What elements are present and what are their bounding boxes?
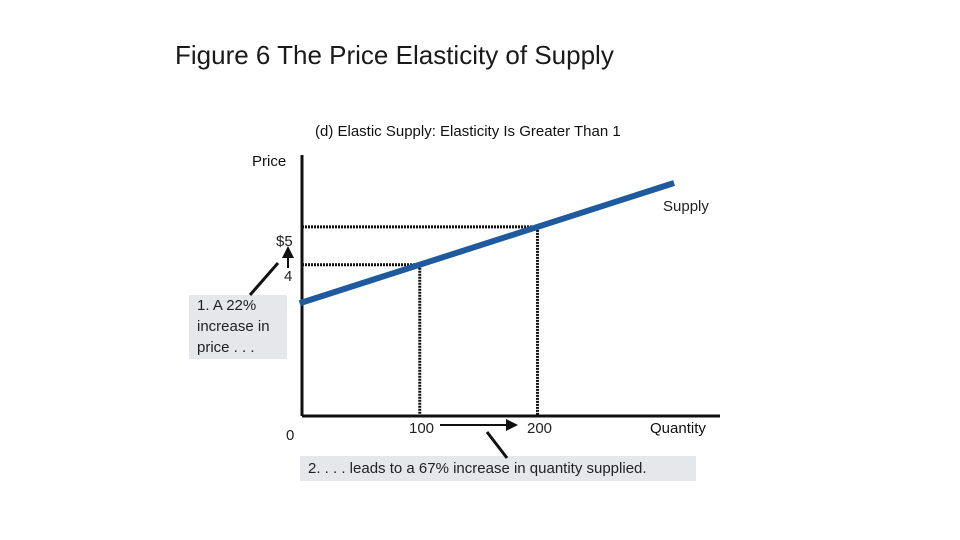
x-tick-label-200: 200 [527,420,553,437]
series-label-supply: Supply [663,198,709,215]
x-tick-label-100: 100 [409,420,435,437]
quantity-increase-note: 2. . . . leads to a 67% increase in quan… [300,456,696,481]
y-tick-label-4: 4 [284,268,293,285]
quantity-arrow-line [485,431,509,459]
chart-subtitle: (d) Elastic Supply: Elasticity Is Greate… [315,123,621,140]
price-arrow-line [248,262,280,296]
y-axis-label: Price [252,153,287,170]
price-increase-note: 1. A 22% increase in price . . . [189,295,287,359]
y-tick-label-5: $5 [276,233,293,250]
origin-label: 0 [286,427,295,444]
page-title: Figure 6 The Price Elasticity of Supply [175,40,614,70]
x-axis-label: Quantity [650,420,706,437]
supply-curve [298,180,675,307]
